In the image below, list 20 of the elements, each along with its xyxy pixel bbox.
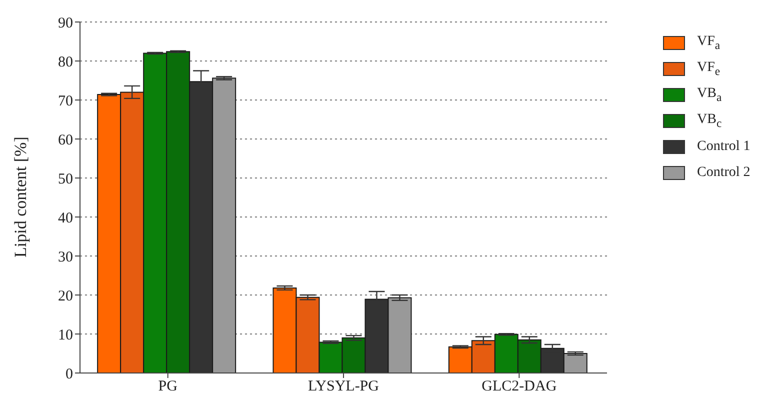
x-tick-label: LYSYL-PG (308, 378, 380, 395)
y-tick-label: 80 (58, 54, 73, 70)
y-tick-label: 90 (58, 15, 73, 32)
y-tick-label: 70 (58, 93, 73, 110)
y-tick-label: 60 (58, 132, 73, 148)
x-tick-label: GLC2-DAG (482, 378, 557, 395)
legend-label: VF$_{a}$ (697, 34, 720, 52)
y-tick-label: 20 (58, 288, 73, 304)
y-tick-label: 0 (66, 366, 73, 382)
y-tick-label: 40 (58, 210, 73, 226)
y-tick-label: 10 (58, 327, 73, 344)
legend-label: VF$_{e}$ (697, 60, 720, 78)
legend-label: Control 1 (697, 139, 750, 155)
legend-label: VB$_{c}$ (697, 112, 722, 130)
y-axis-title: Lipid content [%] (11, 136, 30, 258)
legend-label: Control 2 (697, 165, 750, 181)
y-tick-label: 50 (58, 171, 73, 188)
y-tick-label: 30 (58, 249, 73, 266)
x-tick-label: PG (158, 378, 178, 395)
legend-label: VB$_{a}$ (697, 86, 722, 104)
